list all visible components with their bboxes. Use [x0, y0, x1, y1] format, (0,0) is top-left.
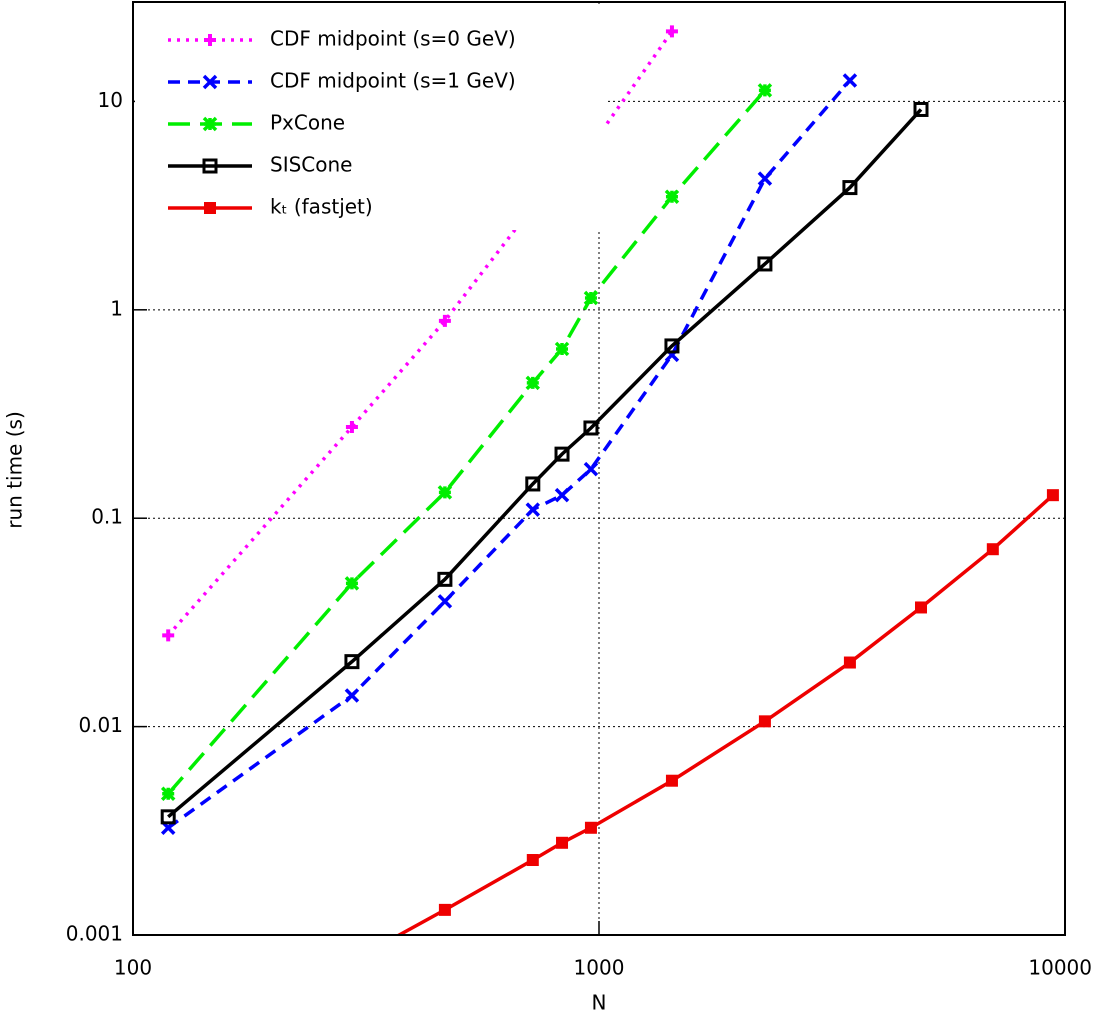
series-line [166, 89, 767, 795]
data-point [346, 955, 358, 967]
y-tick-label: 1 [110, 296, 123, 320]
data-point [583, 461, 599, 477]
series-line [167, 79, 852, 830]
series-line [167, 108, 923, 819]
x-axis-label: N [592, 991, 607, 1015]
data-point [842, 73, 858, 88]
y-tick-label: 0.01 [78, 713, 123, 737]
data-point [160, 786, 176, 802]
y-tick-label: 0.001 [66, 922, 123, 946]
data-point [162, 629, 175, 642]
legend-label: CDF midpoint (s=0 GeV) [270, 27, 516, 51]
y-tick-label: 0.1 [91, 505, 123, 529]
legend-marker [204, 34, 216, 46]
data-point [525, 476, 541, 492]
x-tick-label: 10000 [1028, 956, 1092, 980]
data-point [438, 903, 451, 916]
data-point [665, 25, 678, 38]
data-point [913, 101, 929, 117]
data-point [554, 487, 570, 503]
legend-marker [204, 202, 216, 214]
data-point [554, 341, 570, 357]
data-point [915, 601, 928, 614]
data-point [344, 576, 360, 591]
data-point [437, 594, 453, 609]
x-tick-label: 100 [114, 956, 152, 980]
data-point [160, 809, 176, 825]
data-point [664, 338, 680, 354]
plot-frame [132, 1, 1066, 936]
legend-label: kₜ (fastjet) [270, 195, 373, 219]
data-point [526, 854, 539, 867]
data-point [843, 656, 856, 669]
data-point [757, 171, 773, 186]
data-point [437, 485, 453, 500]
data-point [758, 715, 771, 728]
legend-marker [202, 74, 218, 90]
data-point [345, 420, 358, 433]
data-point [437, 571, 453, 587]
legend-label: PxCone [270, 111, 345, 135]
data-point [664, 189, 680, 204]
data-point [344, 654, 360, 670]
data-point [584, 821, 597, 834]
data-point [1046, 489, 1059, 502]
data-point [757, 256, 773, 272]
legend-label: SISCone [270, 153, 352, 177]
y-axis-label: run time (s) [3, 411, 27, 529]
data-point [438, 314, 451, 327]
data-point [986, 543, 999, 556]
data-point [842, 180, 858, 196]
x-tick-label: 1000 [574, 956, 625, 980]
legend-label: CDF midpoint (s=1 GeV) [270, 69, 516, 93]
data-point [525, 375, 541, 391]
data-point [344, 688, 360, 703]
data-point [583, 290, 599, 306]
legend-marker [202, 158, 218, 174]
data-point [525, 502, 541, 517]
data-point [556, 836, 569, 849]
data-point [665, 774, 678, 787]
data-point [554, 446, 570, 462]
legend-marker [202, 116, 218, 132]
data-point [583, 420, 599, 436]
y-tick-label: 10 [98, 88, 123, 112]
data-point [757, 83, 773, 98]
